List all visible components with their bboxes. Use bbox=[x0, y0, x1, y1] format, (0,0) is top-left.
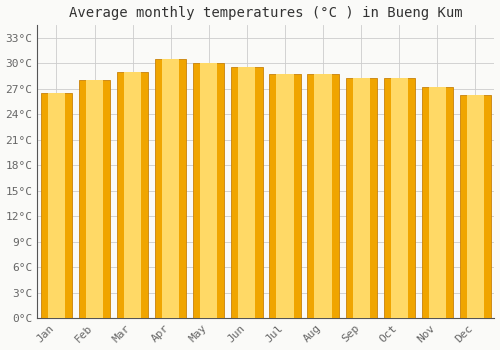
Bar bbox=[155, 59, 186, 318]
Bar bbox=[467, 96, 484, 318]
Bar bbox=[270, 74, 300, 318]
Bar bbox=[124, 72, 141, 318]
Bar bbox=[232, 68, 262, 318]
Bar bbox=[41, 93, 72, 318]
Bar bbox=[384, 78, 415, 318]
Bar bbox=[308, 74, 338, 318]
Bar bbox=[352, 78, 370, 318]
Bar bbox=[314, 74, 332, 318]
Bar bbox=[238, 68, 256, 318]
Bar bbox=[79, 80, 110, 318]
Bar bbox=[117, 72, 148, 318]
Title: Average monthly temperatures (°C ) in Bueng Kum: Average monthly temperatures (°C ) in Bu… bbox=[69, 6, 462, 20]
Bar bbox=[390, 78, 408, 318]
Bar bbox=[86, 80, 103, 318]
Bar bbox=[460, 96, 491, 318]
Bar bbox=[276, 74, 293, 318]
Bar bbox=[428, 87, 446, 318]
Bar bbox=[162, 59, 180, 318]
Bar bbox=[193, 63, 224, 318]
Bar bbox=[48, 93, 65, 318]
Bar bbox=[422, 87, 453, 318]
Bar bbox=[346, 78, 377, 318]
Bar bbox=[200, 63, 218, 318]
